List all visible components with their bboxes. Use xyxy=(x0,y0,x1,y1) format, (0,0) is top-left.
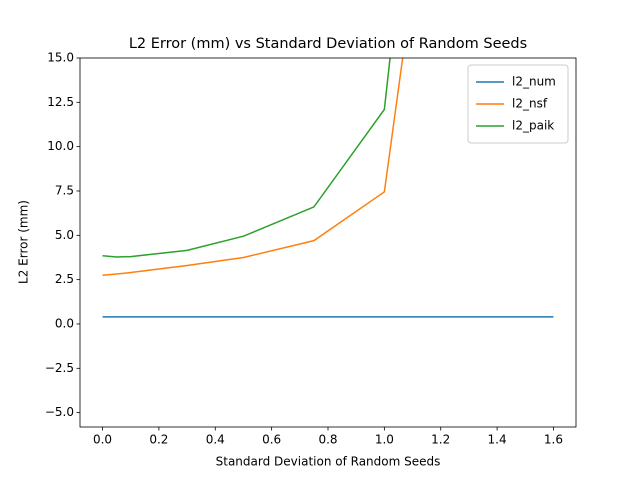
x-tick-label: 0.4 xyxy=(206,433,225,447)
y-tick-label: 7.5 xyxy=(55,183,74,197)
x-tick-label: 0.8 xyxy=(318,433,337,447)
y-tick-label: 12.5 xyxy=(47,95,74,109)
x-tick-label: 0.0 xyxy=(93,433,112,447)
y-axis-label: L2 Error (mm) xyxy=(17,200,31,284)
y-tick-label: 10.0 xyxy=(47,139,74,153)
x-tick-label: 0.2 xyxy=(149,433,168,447)
series-line xyxy=(102,58,391,258)
y-tick-label: −2.5 xyxy=(45,361,74,375)
y-tick-label: 15.0 xyxy=(47,51,74,65)
x-tick-label: 1.4 xyxy=(488,433,507,447)
chart-title: L2 Error (mm) vs Standard Deviation of R… xyxy=(129,36,527,52)
legend-label: l2_paik xyxy=(512,119,554,133)
y-tick-label: 0.0 xyxy=(55,316,74,330)
legend-label: l2_nsf xyxy=(512,97,548,111)
x-axis-label: Standard Deviation of Random Seeds xyxy=(216,455,441,469)
y-tick-label: 2.5 xyxy=(55,272,74,286)
x-tick-label: 1.6 xyxy=(544,433,563,447)
x-tick-label: 1.2 xyxy=(431,433,450,447)
y-tick-label: 5.0 xyxy=(55,228,74,242)
series-line xyxy=(102,58,404,276)
x-tick-label: 0.6 xyxy=(262,433,281,447)
x-tick-label: 1.0 xyxy=(375,433,394,447)
legend-label: l2_num xyxy=(512,75,556,89)
legend-box xyxy=(467,64,569,144)
plot-area xyxy=(102,58,554,318)
y-tick-label: −5.0 xyxy=(45,405,74,419)
